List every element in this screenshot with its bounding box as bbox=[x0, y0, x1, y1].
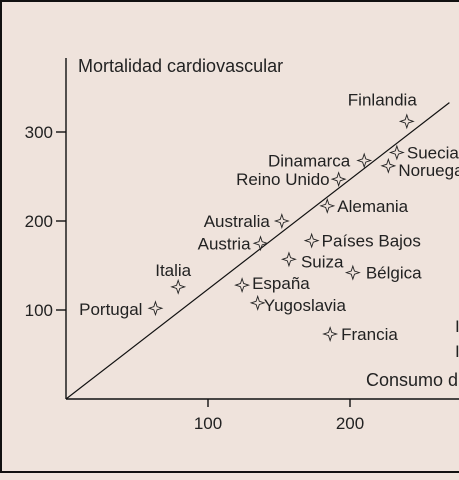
point-marker bbox=[319, 197, 336, 214]
trendline bbox=[65, 102, 450, 400]
axes: 100 200 300 100 200 bbox=[25, 58, 459, 433]
point-label: Países Bajos bbox=[322, 232, 421, 251]
point-label: Italia bbox=[155, 261, 191, 280]
point-marker bbox=[273, 213, 290, 229]
point-austria: Austria bbox=[198, 234, 269, 253]
point-label: España bbox=[252, 274, 310, 293]
point-dinamarca: Dinamarca bbox=[268, 151, 373, 170]
point-label: Portugal bbox=[79, 300, 142, 319]
point-label: Suecia bbox=[407, 143, 459, 162]
y-tick-label: 100 bbox=[25, 301, 53, 320]
point-suiza: Suiza bbox=[280, 251, 344, 271]
point-label: Bélgica bbox=[366, 264, 422, 283]
point-francia: Francia bbox=[322, 325, 398, 344]
x-tick-label: 200 bbox=[336, 414, 364, 433]
y-tick-label: 300 bbox=[25, 123, 53, 142]
point-label: Finlandia bbox=[348, 90, 418, 109]
y-axis-label: Mortalidad cardiovascular bbox=[78, 56, 283, 76]
point-belgica: Bélgica bbox=[344, 264, 422, 283]
point-finlandia: Finlandia bbox=[348, 90, 418, 130]
point-marker bbox=[356, 152, 373, 169]
point-paises-bajos: Países Bajos bbox=[303, 232, 421, 251]
x-tick-label: 100 bbox=[194, 414, 222, 433]
point-marker bbox=[280, 251, 297, 268]
point-marker bbox=[303, 232, 320, 249]
point-suecia: Suecia bbox=[388, 143, 459, 162]
point-label: Francia bbox=[341, 325, 398, 344]
partial-label: I bbox=[455, 317, 459, 336]
point-marker bbox=[330, 171, 347, 188]
point-alemania: Alemania bbox=[319, 197, 409, 216]
point-marker bbox=[147, 300, 164, 317]
trendline-group bbox=[65, 102, 450, 400]
x-axis-label: Consumo d bbox=[366, 370, 458, 390]
point-label: Yugoslavia bbox=[264, 296, 347, 315]
point-espana: España bbox=[234, 274, 310, 294]
point-reino-unido: Reino Unido bbox=[236, 170, 347, 189]
point-marker bbox=[170, 278, 187, 295]
point-marker bbox=[252, 235, 269, 252]
point-label: Suiza bbox=[301, 252, 344, 271]
point-marker bbox=[398, 113, 415, 130]
point-yugoslavia: Yugoslavia bbox=[249, 294, 347, 315]
point-label: Alemania bbox=[337, 197, 408, 216]
point-australia: Australia bbox=[204, 212, 290, 231]
point-marker bbox=[388, 144, 405, 161]
point-italia: Italia bbox=[155, 261, 192, 295]
point-noruega: Noruega bbox=[380, 157, 459, 180]
point-marker bbox=[234, 277, 251, 294]
point-label: Australia bbox=[204, 212, 271, 231]
point-label: Dinamarca bbox=[268, 151, 351, 170]
partial-label: I bbox=[455, 342, 459, 361]
point-marker bbox=[322, 326, 339, 342]
point-marker bbox=[380, 157, 397, 174]
point-portugal: Portugal bbox=[79, 300, 164, 319]
y-tick-label: 200 bbox=[25, 212, 53, 231]
point-marker bbox=[249, 294, 266, 311]
point-label: Austria bbox=[198, 234, 251, 253]
point-label: Reino Unido bbox=[236, 170, 330, 189]
point-label: Noruega bbox=[398, 161, 459, 180]
point-marker bbox=[344, 264, 361, 281]
